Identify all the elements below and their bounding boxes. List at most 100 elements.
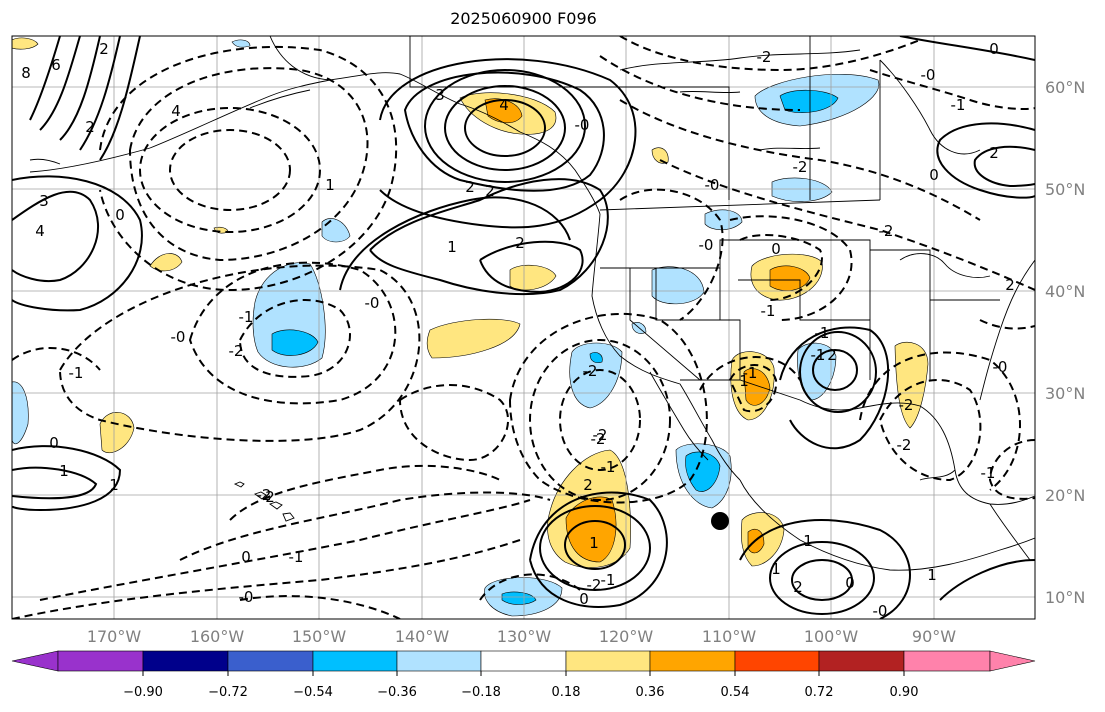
contour-line [424, 69, 586, 183]
contour-line [529, 339, 671, 501]
contour-line [869, 69, 1035, 111]
contour-label: 0 [929, 166, 939, 184]
lon-label: 130°W [497, 627, 552, 646]
contour-label: 0 [49, 434, 59, 452]
contour-label: -2 [757, 48, 772, 66]
contour-label: 0 [579, 590, 589, 608]
contour-line [791, 559, 853, 601]
lat-label: 50°N [1045, 180, 1085, 199]
lat-label: 30°N [1045, 384, 1085, 403]
contour-label: 2 [265, 488, 275, 506]
contour-line [369, 178, 609, 296]
contour-label: 2 [99, 40, 109, 58]
contour-label: -2 [899, 396, 914, 414]
contour-line [878, 379, 982, 482]
colorbar-segment [734, 650, 820, 672]
lon-label: 140°W [395, 627, 450, 646]
colorbar-segment [903, 650, 991, 672]
contour-line [559, 369, 641, 471]
contour-line [12, 175, 143, 312]
colorbar [11, 650, 1036, 672]
colorbar-label: 0.36 [636, 685, 665, 700]
contour-line [238, 299, 351, 378]
lon-label: 170°W [87, 627, 142, 646]
contour-line [988, 439, 1035, 500]
contour-line [12, 445, 122, 512]
contour-line [169, 129, 291, 211]
contour-line [59, 264, 421, 442]
contour-line [619, 99, 981, 221]
contour-line [99, 45, 398, 292]
contour-label: -1 [743, 364, 758, 382]
colorbar-label: 0.72 [805, 685, 834, 700]
contour-line [12, 466, 98, 500]
shade-patch [321, 218, 351, 243]
shade-patch [651, 266, 705, 305]
contour-label: -2 [591, 430, 606, 448]
contour-line [659, 159, 1035, 291]
contour-label: -0 [239, 588, 254, 606]
shade-patch [779, 89, 839, 113]
colorbar-ticks [142, 671, 905, 676]
shade-patch [501, 591, 537, 605]
colorbar-label: −0.36 [377, 685, 417, 700]
colorbar-segment [142, 650, 229, 672]
shade-patch [704, 209, 743, 231]
shade-patch [589, 352, 603, 364]
latitude-labels: 60°N 50°N 40°N 30°N 20°N 10°N [1045, 78, 1085, 607]
contour-line [99, 36, 141, 161]
contour-label: -0 [575, 116, 590, 134]
coastlines [29, 36, 1035, 571]
contour-line [379, 58, 637, 229]
contour-label: 1 [927, 566, 937, 584]
contour-label: -1 [601, 571, 616, 589]
shade-patch [99, 412, 135, 454]
contour-label: -0 [993, 358, 1008, 376]
contour-line [508, 312, 708, 504]
contour-label: -0 [921, 66, 936, 84]
contour-label: 1 [325, 176, 335, 194]
chart-title: 2025060900 F096 [450, 9, 597, 28]
contour-line [979, 319, 1035, 330]
shade-patch [12, 381, 29, 445]
contour-line [179, 491, 551, 561]
contour-line [464, 99, 546, 157]
contour-label: 1 [739, 372, 749, 390]
contour-line [398, 384, 510, 462]
contour-label: 1 [447, 238, 457, 256]
contour-label: 1 [771, 560, 781, 578]
contour-label: 2 [465, 178, 475, 196]
contour-line [729, 215, 853, 321]
contour-label: 4 [499, 96, 509, 114]
contour-layer-dashed [12, 36, 1035, 619]
contour-line [339, 196, 571, 291]
contour-label: 3 [39, 192, 49, 210]
colorbar-segment [565, 650, 651, 672]
contour-label: -2 [257, 486, 272, 504]
colorbar-segment [396, 650, 482, 672]
contour-label: 1 [109, 476, 119, 494]
contour-label: 2 [793, 578, 803, 596]
lon-label: 100°W [804, 627, 859, 646]
contour-line [479, 573, 581, 601]
contour-label: 2 [583, 476, 593, 494]
contour-label: -2 [583, 362, 598, 380]
contour-label: -1 [811, 346, 826, 364]
colorbar-segment [480, 650, 567, 672]
contour-line [29, 36, 61, 121]
contour-label: 0 [845, 574, 855, 592]
contour-label: -2 [793, 158, 808, 176]
shade-patch [426, 318, 521, 359]
contour-label: -2 [593, 426, 608, 444]
contour-line [739, 234, 823, 301]
contour-line [619, 36, 921, 72]
contour-line [139, 107, 321, 233]
colorbar-segment [227, 650, 314, 672]
lon-label: 90°W [912, 627, 956, 646]
contour-line [939, 559, 1035, 601]
contour-label: 8 [21, 64, 31, 82]
contour-line [12, 190, 100, 282]
contour-label: 2 [1005, 276, 1015, 294]
contour-layer [12, 36, 1035, 619]
contour-line [812, 349, 858, 391]
